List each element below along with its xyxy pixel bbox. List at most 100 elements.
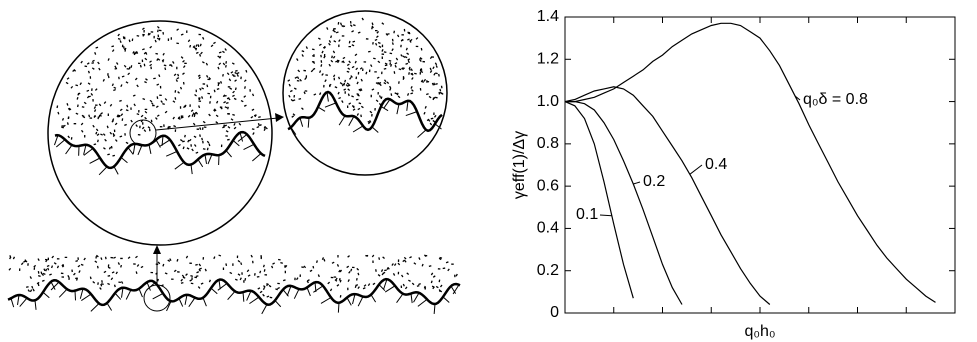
texture-dot (293, 87, 297, 90)
texture-dot (371, 254, 375, 258)
texture-dot (338, 96, 342, 100)
texture-dot (51, 255, 55, 259)
texture-dot (389, 85, 392, 89)
texture-dot (332, 55, 336, 59)
texture-dot (133, 103, 136, 107)
texture-dot (225, 130, 229, 133)
texture-dot (83, 101, 87, 105)
texture-dot (227, 125, 231, 129)
texture-dot (332, 28, 335, 32)
texture-dot (435, 285, 439, 289)
texture-dot (347, 279, 350, 282)
texture-dot (96, 133, 100, 137)
texture-dot (402, 77, 405, 81)
texture-dot (383, 82, 387, 85)
texture-dot (72, 69, 75, 72)
texture-dot (312, 54, 315, 58)
texture-dot (117, 33, 120, 37)
texture-dot (352, 108, 356, 111)
surface-hair (210, 287, 218, 295)
surface-line (287, 90, 443, 133)
texture-dot (439, 289, 443, 293)
texture-dot (149, 63, 153, 67)
texture-dot (395, 57, 399, 61)
texture-dot (360, 105, 364, 109)
texture-dot (355, 284, 359, 287)
texture-dot (354, 60, 357, 64)
surface-hair (452, 284, 460, 295)
texture-dot (41, 279, 45, 282)
texture-dot (394, 64, 397, 68)
surface-hair (299, 117, 304, 127)
texture-dot (145, 51, 148, 55)
surface-hair (371, 126, 379, 133)
texture-dot (348, 40, 351, 44)
texture-dot (378, 95, 382, 98)
y-tick-label: 0.6 (537, 177, 559, 194)
texture-dot (404, 286, 408, 290)
texture-dot (96, 139, 99, 143)
texture-dot (50, 265, 54, 269)
texture-dot (132, 51, 135, 54)
texture-dot (271, 265, 274, 269)
texture-dot (144, 81, 147, 84)
texture-dot (394, 62, 398, 65)
texture-dot (339, 269, 343, 273)
texture-dot (75, 84, 79, 87)
texture-dot (110, 145, 113, 149)
texture-dot (147, 32, 150, 36)
texture-dot (61, 264, 64, 268)
texture-dot (438, 257, 442, 261)
texture-dot (111, 49, 115, 52)
texture-dot (289, 89, 293, 93)
texture-dot (182, 65, 186, 69)
texture-dot (192, 122, 196, 126)
surface-hair (239, 132, 244, 142)
texture-dot (173, 125, 177, 128)
texture-dot (371, 88, 375, 91)
surface-hair (218, 279, 221, 290)
surface-hair (348, 116, 355, 126)
texture-dot (435, 83, 438, 86)
texture-dot (341, 100, 344, 103)
texture-dot (234, 79, 237, 82)
texture-dot (401, 67, 404, 71)
texture-dot (87, 82, 91, 85)
texture-dot (202, 36, 205, 40)
texture-dot (36, 281, 40, 285)
texture-dot (99, 287, 102, 290)
surface-hair (188, 297, 196, 308)
y-tick-label: 1.4 (537, 8, 559, 25)
texture-dot (32, 288, 35, 292)
texture-dot (198, 263, 202, 267)
texture-dot (298, 97, 302, 100)
texture-dot (196, 271, 200, 274)
texture-dot (164, 98, 168, 101)
texture-dot (420, 79, 424, 83)
surface-hair (106, 302, 113, 311)
texture-dot (81, 106, 85, 108)
surface-hair (53, 135, 59, 146)
surface-hair (90, 303, 100, 312)
texture-dot (349, 76, 352, 80)
texture-dot (139, 64, 142, 68)
texture-dot (94, 52, 97, 55)
texture-dot (113, 284, 116, 288)
texture-dot (192, 45, 196, 49)
texture-dot (390, 93, 393, 96)
texture-dot (230, 118, 234, 121)
texture-dot (391, 48, 394, 52)
texture-dot (338, 269, 341, 273)
surface-hair (17, 294, 20, 306)
texture-dot (400, 54, 403, 57)
texture-dot (326, 27, 329, 30)
surface-hair (174, 161, 185, 170)
texture-dot (104, 256, 107, 260)
texture-dot (135, 124, 138, 128)
texture-dot (111, 45, 115, 48)
texture-dot (95, 46, 99, 49)
texture-dot (111, 119, 115, 123)
texture-dot (432, 66, 435, 70)
y-tick-label: 1.0 (537, 93, 559, 110)
texture-dot (369, 119, 372, 123)
